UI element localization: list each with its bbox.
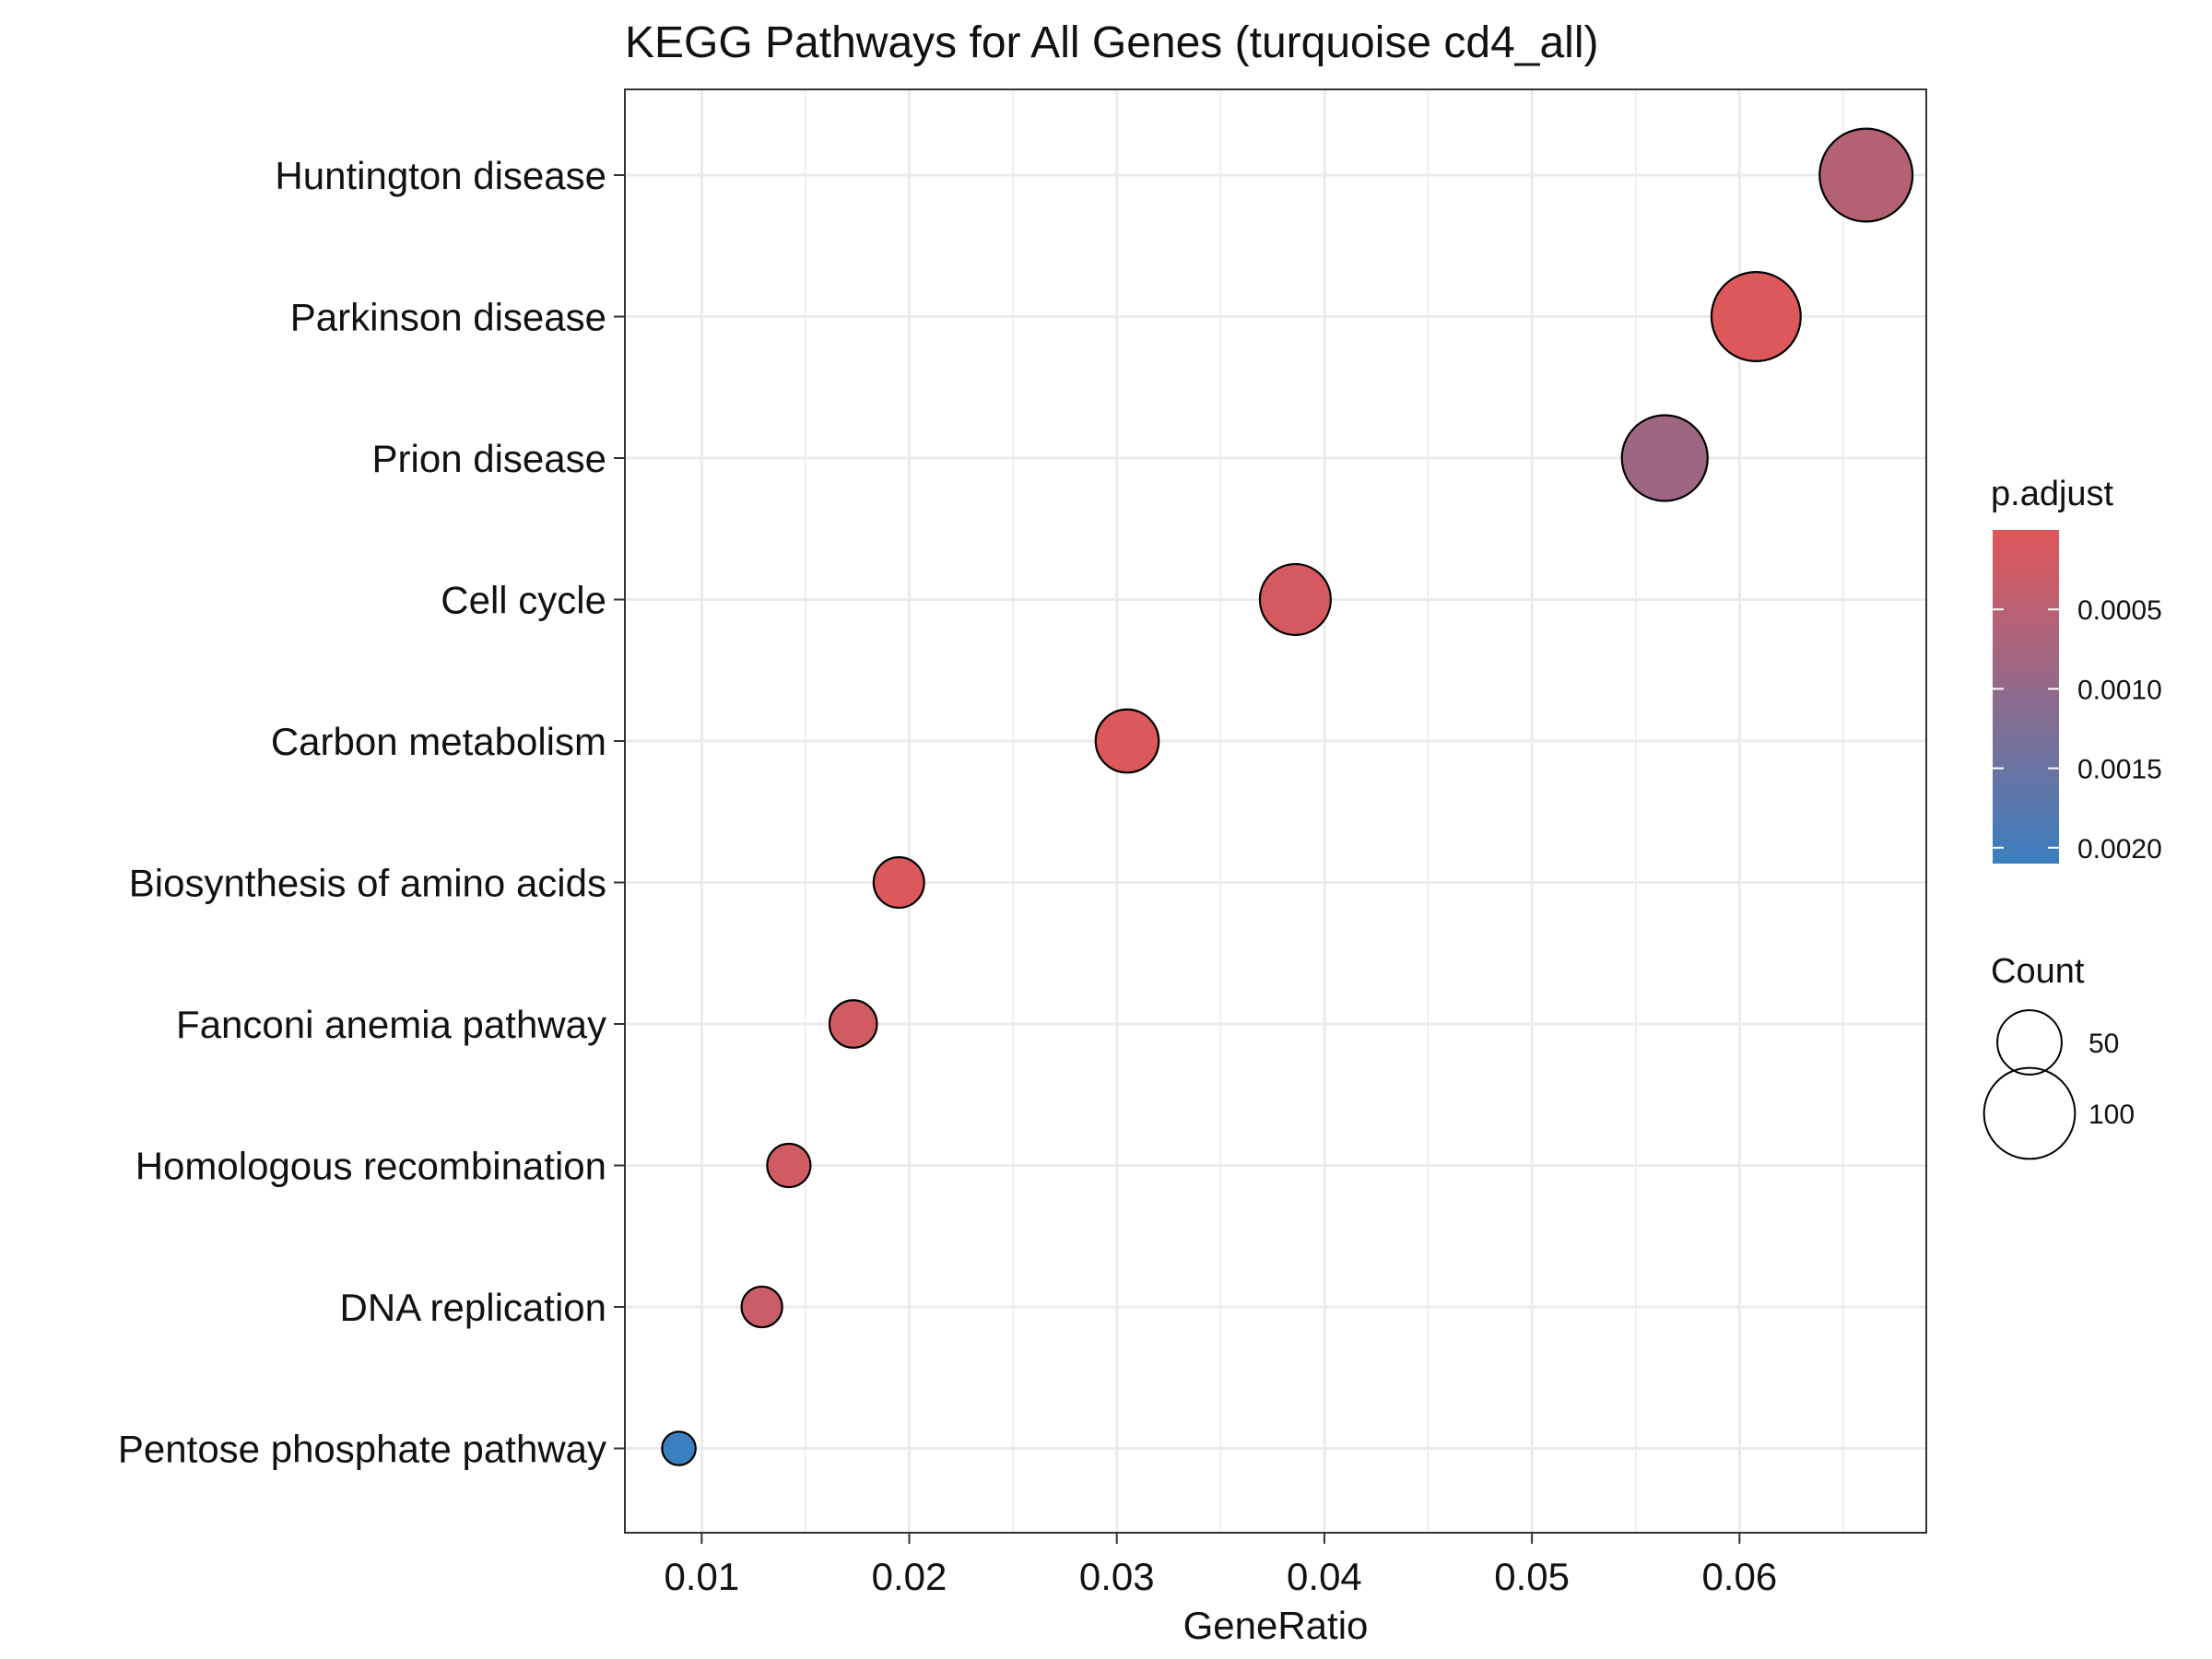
count-legend-title: Count [1991, 952, 2085, 991]
count-legend-label: 100 [2088, 1100, 2135, 1130]
p-adjust-legend-title: p.adjust [1991, 475, 2114, 513]
colorbar-tick-label: 0.0020 [2077, 834, 2162, 865]
count-legend-items: 50 100 [1983, 1009, 2135, 1160]
axis-ticks [614, 174, 1741, 1544]
data-point [872, 855, 925, 910]
colorbar-tick-label: 0.0015 [2077, 755, 2162, 785]
data-point [1094, 708, 1160, 774]
x-tick-label: 0.04 [1287, 1555, 1362, 1598]
x-tick-label: 0.02 [872, 1555, 947, 1598]
data-point [740, 1285, 783, 1329]
category-label: DNA replication [340, 1286, 606, 1329]
count-legend-label: 50 [2088, 1029, 2119, 1059]
x-tick-label: 0.03 [1079, 1555, 1155, 1598]
category-label: Huntington disease [275, 154, 606, 197]
points [661, 127, 1914, 1466]
plot-panel-border [624, 88, 1927, 1534]
category-label: Biosynthesis of amino acids [129, 862, 606, 905]
category-label: Parkinson disease [290, 296, 606, 339]
data-point [661, 1430, 697, 1466]
colorbar-tick-label: 0.0010 [2077, 675, 2162, 705]
count-legend-circle [1983, 1066, 2077, 1160]
category-label: Prion disease [372, 437, 606, 480]
count-legend-circle [1996, 1009, 2063, 1076]
x-tick-label: 0.06 [1701, 1555, 1777, 1598]
data-point [1258, 562, 1332, 637]
p-adjust-colorbar [1993, 530, 2059, 864]
data-point [766, 1142, 812, 1189]
category-label: Fanconi anemia pathway [176, 1003, 606, 1046]
data-point [1710, 271, 1802, 362]
chart-title: KEGG Pathways for All Genes (turquoise c… [625, 18, 1599, 67]
x-axis-title: GeneRatio [1183, 1604, 1369, 1647]
data-point [828, 999, 878, 1049]
x-tick-label: 0.05 [1494, 1555, 1570, 1598]
category-label: Cell cycle [441, 579, 606, 622]
p-adjust-legend: p.adjust 0.0005 0.0010 0.0015 0.0020 [1991, 475, 2162, 865]
x-axis-labels: 0.01 0.02 0.03 0.04 0.05 0.06 [664, 1555, 1777, 1598]
y-axis-labels: Huntington disease Parkinson disease Prion… [118, 154, 606, 1471]
category-label: Pentose phosphate pathway [118, 1428, 606, 1471]
data-point [1818, 127, 1914, 223]
count-legend: Count 50 100 [1983, 952, 2135, 1160]
p-adjust-colorbar-ticks: 0.0005 0.0010 0.0015 0.0020 [1993, 595, 2162, 865]
category-label: Homologous recombination [135, 1145, 606, 1188]
x-tick-label: 0.01 [664, 1555, 739, 1598]
category-label: Carbon metabolism [271, 720, 606, 763]
colorbar-tick-label: 0.0005 [2077, 595, 2162, 626]
data-point [1620, 414, 1709, 502]
